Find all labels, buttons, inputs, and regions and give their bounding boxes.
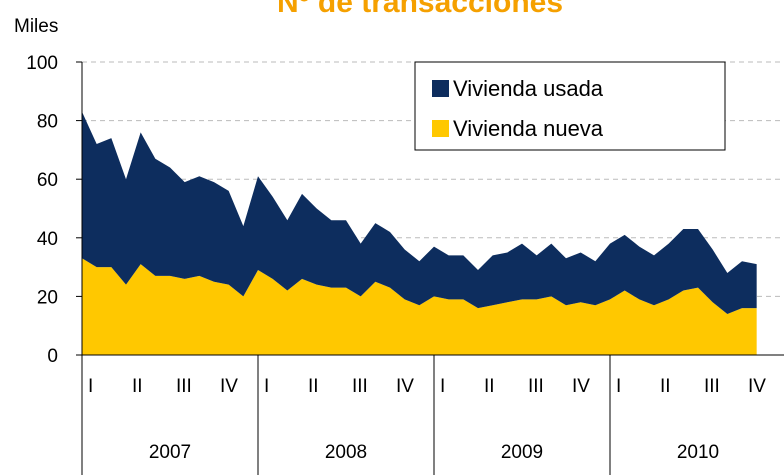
year-label: 2009 bbox=[501, 442, 543, 463]
x-tick-label: I bbox=[440, 376, 445, 397]
x-tick-label: III bbox=[352, 376, 368, 397]
areas bbox=[82, 111, 757, 355]
x-tick-label: III bbox=[528, 376, 544, 397]
year-label: 2008 bbox=[325, 442, 367, 463]
legend: Vivienda usada Vivienda nueva bbox=[414, 61, 726, 151]
year-label: 2007 bbox=[149, 442, 191, 463]
x-tick-label: III bbox=[704, 376, 720, 397]
legend-box bbox=[414, 61, 726, 151]
x-tick-label: II bbox=[132, 376, 143, 397]
x-tick-label: II bbox=[308, 376, 319, 397]
y-tick-label: 100 bbox=[26, 53, 58, 74]
y-tick-label: 40 bbox=[37, 229, 58, 250]
year-label: 2010 bbox=[677, 442, 719, 463]
x-tick-label: I bbox=[88, 376, 93, 397]
y-tick-label: 80 bbox=[37, 112, 58, 133]
y-tick-label: 60 bbox=[37, 170, 58, 191]
legend-swatch bbox=[432, 120, 449, 137]
x-tick-label: II bbox=[484, 376, 495, 397]
x-tick-label: IV bbox=[748, 376, 766, 397]
y-axis-label: Miles bbox=[14, 16, 58, 37]
x-tick-label: IV bbox=[220, 376, 238, 397]
legend-label: Vivienda nueva bbox=[453, 116, 604, 141]
y-tick-label: 20 bbox=[37, 287, 58, 308]
x-tick-label: IV bbox=[396, 376, 414, 397]
x-tick-label: IV bbox=[572, 376, 590, 397]
area bbox=[82, 111, 757, 314]
legend-swatch bbox=[432, 80, 449, 97]
x-tick-label: I bbox=[264, 376, 269, 397]
x-tick-label: III bbox=[176, 376, 192, 397]
x-tick-label: I bbox=[616, 376, 621, 397]
legend-label: Vivienda usada bbox=[453, 76, 604, 101]
area bbox=[82, 258, 757, 355]
y-tick-label: 0 bbox=[47, 346, 58, 367]
x-tick-label: II bbox=[660, 376, 671, 397]
chart-title: Nº de transacciones bbox=[277, 0, 563, 19]
